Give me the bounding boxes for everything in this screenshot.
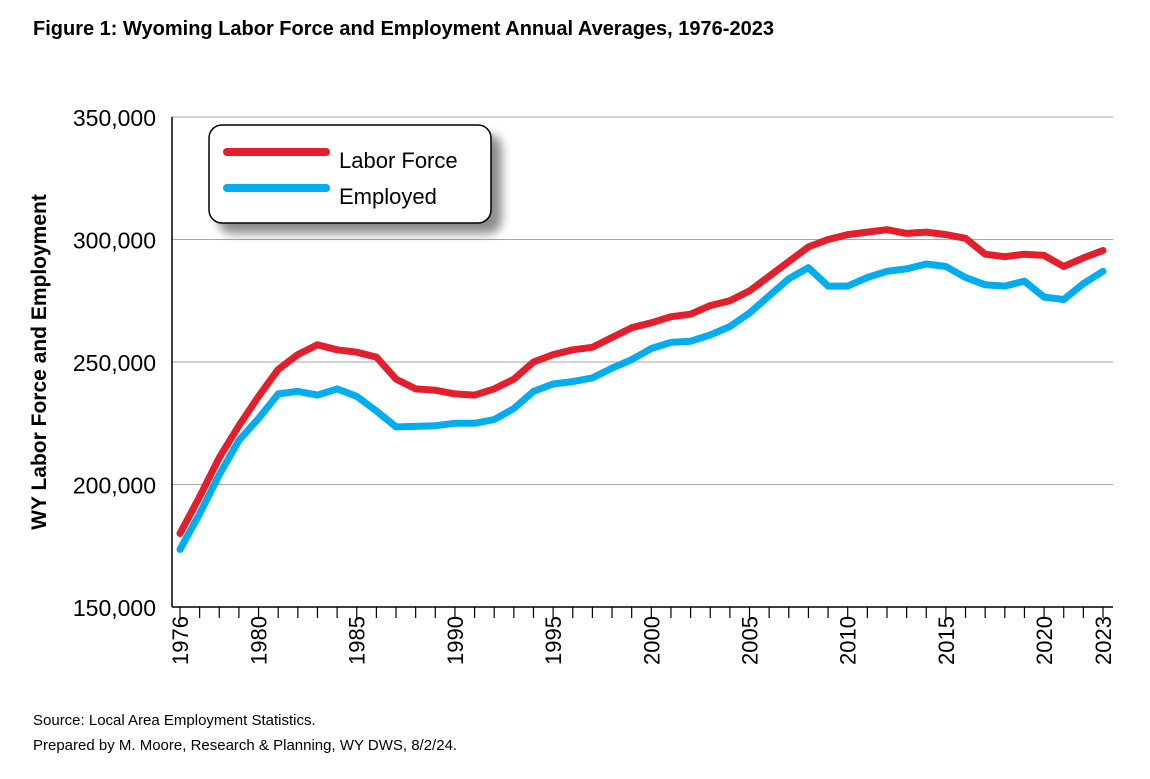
x-tick-label: 2015 — [934, 616, 959, 665]
y-axis-label: WY Labor Force and Employment — [28, 194, 51, 530]
source-line: Source: Local Area Employment Statistics… — [33, 712, 316, 729]
legend-label-labor-force: Labor Force — [339, 148, 458, 173]
source-note: Source: Local Area Employment Statistics… — [33, 708, 457, 758]
x-tick-label: 1976 — [168, 616, 193, 665]
legend: Labor Force Employed — [208, 124, 492, 224]
chart-title: Figure 1: Wyoming Labor Force and Employ… — [33, 18, 774, 40]
x-tick-label: 1990 — [443, 616, 468, 665]
series-lines — [176, 226, 1107, 553]
x-tick-label: 2023 — [1091, 616, 1116, 665]
prepared-by-line: Prepared by M. Moore, Research & Plannin… — [33, 737, 458, 754]
legend-label-employed: Employed — [339, 184, 437, 209]
axes: 150,000 200,000 250,000 300,000 350,000 1976 1… — [73, 105, 1116, 665]
x-tick-label: 1995 — [541, 616, 566, 665]
x-tick-label: 1980 — [247, 616, 272, 665]
x-tick-label: 1985 — [345, 616, 370, 665]
line-chart: 150,000 200,000 250,000 300,000 350,000 1976 1… — [28, 105, 1116, 665]
x-tick-label: 2005 — [738, 616, 763, 665]
y-tick-label: 300,000 — [73, 228, 156, 254]
series-line-labor-force — [176, 226, 1107, 537]
x-tick-label: 2020 — [1032, 616, 1057, 665]
x-tick-label: 2010 — [836, 616, 861, 665]
y-tick-label: 150,000 — [73, 595, 156, 621]
series-line-employed — [176, 260, 1107, 553]
y-tick-label: 250,000 — [73, 350, 156, 376]
y-tick-label: 200,000 — [73, 473, 156, 499]
y-tick-label: 350,000 — [73, 105, 156, 131]
x-tick-label: 2000 — [639, 616, 664, 665]
